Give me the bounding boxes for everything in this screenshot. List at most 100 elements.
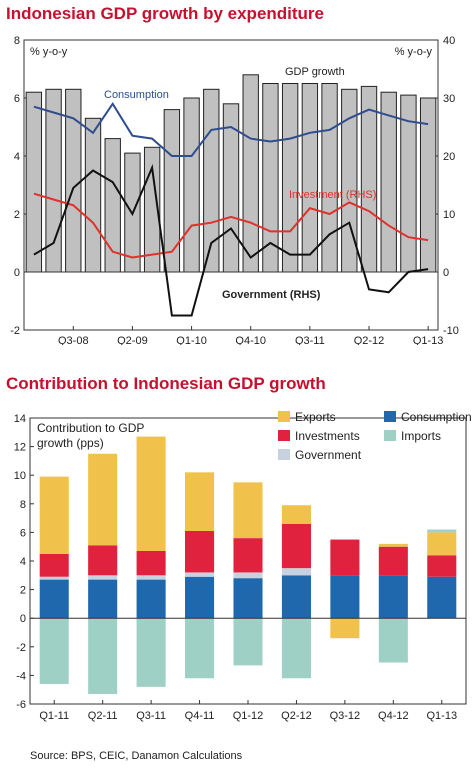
series-label-gdp: GDP growth	[285, 66, 345, 78]
exports-bar	[378, 543, 408, 547]
legend-swatch	[384, 411, 396, 422]
right-tick-label: 0	[443, 267, 449, 279]
x-tick-label: Q2-11	[88, 710, 118, 722]
y-right-label: % y-o-y	[395, 46, 433, 58]
investments-bar	[378, 546, 408, 576]
legend-swatch	[278, 449, 290, 460]
y-axis-label: growth (pps)	[37, 436, 104, 450]
y-tick-label: -2	[16, 642, 26, 654]
x-tick-label: Q3-11	[136, 710, 166, 722]
exports-bar	[281, 505, 311, 524]
x-tick-label: Q4-10	[235, 335, 266, 345]
government-bar	[281, 568, 311, 576]
x-tick-label: Q1-13	[413, 335, 444, 345]
gdp-bar	[380, 91, 397, 273]
imports-bar	[378, 618, 408, 663]
y-tick-label: -4	[16, 670, 26, 682]
exports-bar	[88, 453, 118, 546]
series-label-government: Government (RHS)	[222, 289, 321, 301]
y-left-label: % y-o-y	[30, 46, 68, 58]
y-axis-label: Contribution to GDP	[37, 421, 144, 435]
x-tick-label: Q1-10	[176, 335, 207, 345]
gdp-bar	[183, 97, 200, 273]
left-tick-label: -2	[10, 325, 20, 337]
left-tick-label: 8	[14, 35, 20, 47]
x-tick-label: Q2-12	[281, 710, 312, 722]
consumption-bar	[330, 575, 360, 619]
right-tick-label: 10	[443, 209, 455, 221]
left-tick-label: 4	[14, 151, 20, 163]
y-tick-label: 0	[20, 613, 26, 625]
consumption-bar	[185, 576, 215, 619]
gdp-bar	[163, 109, 181, 273]
right-tick-label: 20	[443, 151, 455, 163]
legend-swatch	[278, 411, 290, 422]
government-bar	[39, 576, 69, 580]
consumption-bar	[427, 576, 457, 619]
exports-bar	[233, 482, 263, 539]
imports-bar	[39, 618, 69, 684]
gdp-bar	[25, 91, 43, 273]
government-bar	[233, 572, 263, 579]
left-tick-label: 6	[14, 93, 20, 105]
investments-bar	[427, 555, 457, 577]
contribution-chart: -6 -4 -2 0 2 4 6 8 10 12 14 Q1-11 Q2-11 Q3-11 Q4-11 Q1-…	[14, 410, 472, 722]
imports-bar	[88, 618, 118, 694]
government-bar	[136, 575, 166, 580]
chart-1-title: Indonesian GDP growth by expenditure	[6, 4, 325, 23]
x-tick-label: Q2-09	[117, 335, 148, 345]
gdp-bar	[360, 85, 378, 273]
chart-2-title: Contribution to Indonesian GDP growth	[6, 374, 326, 393]
legend-label: Imports	[401, 429, 441, 443]
gdp-bar	[301, 83, 319, 273]
investments-bar	[233, 538, 263, 573]
right-tick-label: 40	[443, 35, 455, 47]
right-tick-label: 30	[443, 93, 455, 105]
x-tick-label: Q3-08	[58, 335, 89, 345]
gdp-bar	[281, 83, 299, 273]
left-tick-label: 0	[14, 267, 20, 279]
legend-swatch	[384, 430, 396, 441]
y-tick-label: 14	[14, 413, 26, 425]
consumption-line	[33, 101, 429, 157]
y-tick-label: 10	[14, 470, 26, 482]
series-label-investment: Investment (RHS)	[289, 189, 376, 201]
imports-bar	[281, 618, 311, 679]
imports-bar	[427, 529, 457, 533]
legend-label: Consumption	[401, 410, 472, 424]
consumption-bar	[88, 579, 118, 619]
investment-line	[33, 192, 429, 259]
plot-frame	[23, 39, 439, 331]
government-bar	[185, 572, 215, 577]
y-tick-label: 4	[20, 556, 26, 568]
legend-swatch	[278, 430, 290, 441]
government-bar	[88, 575, 118, 580]
investments-bar	[281, 523, 311, 569]
exports-bar	[185, 472, 215, 531]
exports-bar	[330, 618, 360, 639]
consumption-bar	[378, 575, 408, 619]
series-label-consumption: Consumption	[104, 89, 169, 101]
legend-label: Exports	[295, 410, 336, 424]
investments-bar	[136, 550, 166, 576]
source-note: Source: BPS, CEIC, Danamon Calculations	[30, 750, 243, 762]
gdp-bar	[84, 117, 102, 273]
right-tick-label: -10	[443, 325, 459, 337]
y-tick-label: 6	[20, 527, 26, 539]
consumption-bar	[136, 579, 166, 619]
y-tick-label: -6	[16, 699, 26, 711]
investments-bar	[39, 553, 69, 577]
x-tick-label: Q3-12	[330, 710, 361, 722]
consumption-bar	[39, 579, 69, 619]
x-tick-label: Q3-11	[295, 335, 325, 345]
consumption-bar	[233, 578, 263, 619]
exports-bar	[427, 532, 457, 556]
gdp-bar	[45, 88, 62, 273]
x-tick-label: Q4-11	[185, 710, 215, 722]
legend-label: Investments	[295, 429, 360, 443]
x-tick-label: Q1-11	[39, 710, 69, 722]
gdp-bar	[321, 83, 338, 273]
investments-bar	[88, 545, 118, 576]
gdp-bar	[242, 74, 259, 273]
investments-bar	[330, 539, 360, 576]
